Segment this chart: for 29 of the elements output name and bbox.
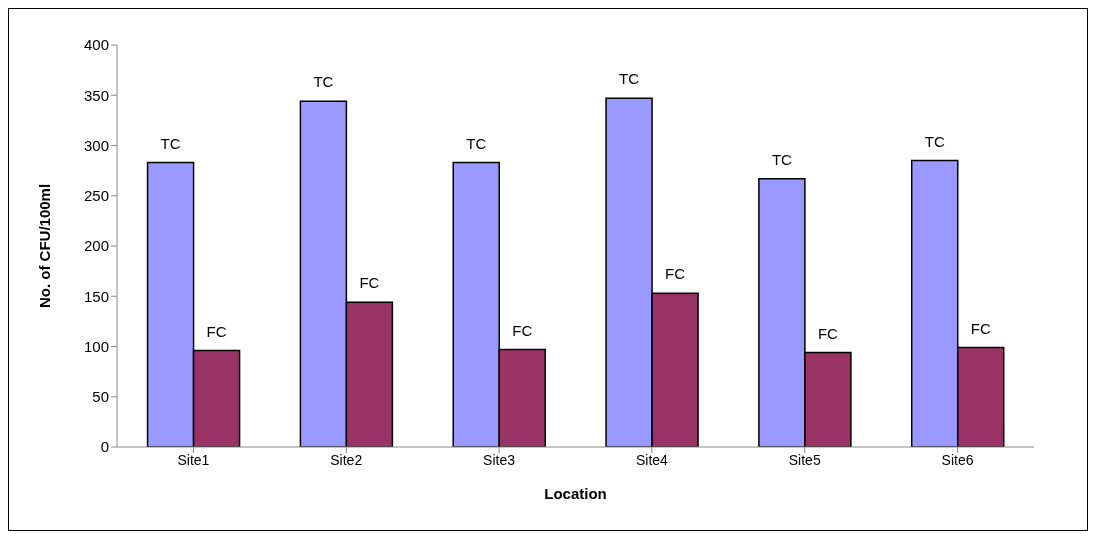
- text: TC: [619, 70, 640, 88]
- text: FC: [817, 324, 838, 342]
- x-tick-label: Site6: [941, 451, 974, 468]
- y-tick-label: 250: [83, 187, 109, 205]
- y-tick-label: 300: [83, 136, 109, 154]
- series-label: FC: [206, 322, 227, 340]
- y-tick-label: 0: [100, 438, 109, 456]
- text: FC: [359, 274, 380, 292]
- y-tick-label: 350: [83, 86, 109, 104]
- text: TC: [313, 73, 334, 91]
- text: TC: [924, 132, 945, 150]
- y-axis-title: No. of CFU/100ml: [36, 183, 54, 309]
- series-label: TC: [160, 134, 181, 152]
- y-tick-label: 150: [83, 287, 109, 305]
- text: TC: [771, 150, 792, 168]
- x-tick-label: Site3: [483, 451, 516, 468]
- text: FC: [970, 319, 991, 337]
- text: FC: [512, 321, 533, 339]
- text: FC: [665, 265, 686, 283]
- x-axis-title: Location: [544, 485, 607, 502]
- y-tick-label: 50: [92, 388, 109, 406]
- y-tick-label: 100: [83, 337, 109, 355]
- x-tick-label: Site2: [330, 451, 363, 468]
- x-tick-label: Site5: [788, 451, 821, 468]
- text: TC: [466, 134, 487, 152]
- x-tick-label: Site4: [635, 451, 669, 468]
- y-tick-label: 200: [83, 237, 109, 255]
- x-tick-label: Site1: [177, 451, 210, 468]
- y-tick-label: 400: [83, 36, 109, 54]
